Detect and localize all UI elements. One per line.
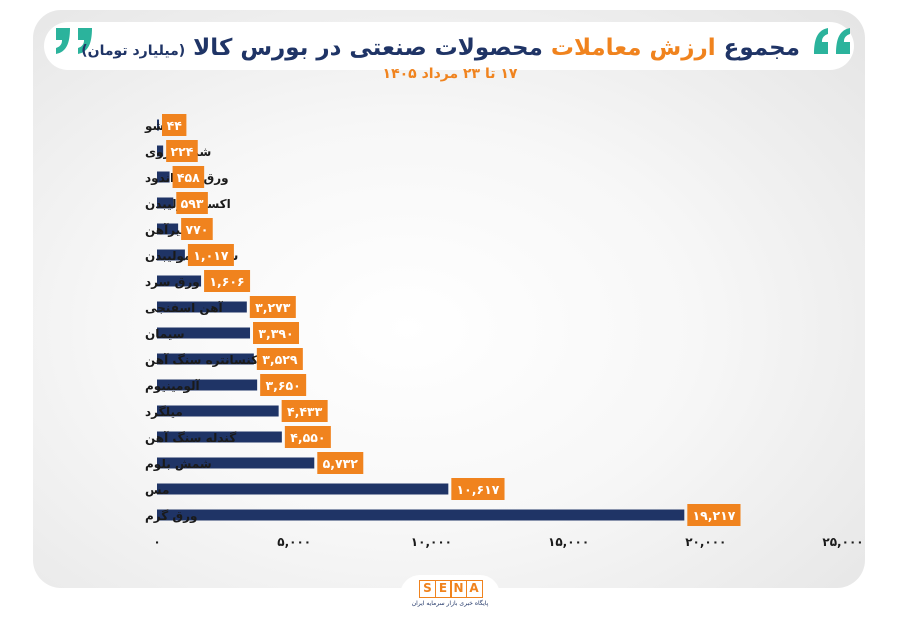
value-label-box	[253, 322, 300, 344]
bar	[157, 509, 685, 521]
value-label: ۲۲۴	[171, 144, 194, 159]
title-unit: (میلیارد تومان)	[81, 43, 186, 59]
value-label: ۱۰,۶۱۷	[456, 482, 499, 497]
bar	[157, 197, 174, 209]
category-label: ورق گرم	[145, 509, 198, 524]
value-label-box	[281, 400, 328, 422]
value-label-box	[256, 348, 303, 370]
category-label: سیمان	[145, 327, 185, 341]
bar	[157, 171, 170, 183]
value-label: ۱۹,۲۱۷	[692, 508, 735, 523]
value-label: ۵,۷۳۲	[323, 456, 359, 471]
value-label: ۳,۲۷۳	[255, 300, 291, 315]
bar	[157, 483, 449, 495]
title-banner	[44, 22, 854, 70]
logo-letter-s: S	[419, 580, 436, 598]
value-label-box	[166, 140, 198, 162]
value-label: ۴۴	[167, 118, 183, 133]
bar	[157, 353, 254, 365]
value-label: ۳,۵۲۹	[262, 352, 298, 367]
bar	[157, 327, 251, 339]
bar	[157, 275, 202, 287]
category-label: تیرآهن	[145, 222, 185, 237]
category-label: آهن اسفنجی	[145, 300, 224, 315]
category-label: ورق سرد	[145, 275, 200, 290]
value-label-box	[317, 452, 364, 474]
category-label: مس	[145, 483, 169, 497]
value-label: ۵۹۳	[181, 196, 204, 211]
value-label-box	[260, 374, 307, 396]
category-label: شمش بلوم	[145, 457, 212, 472]
value-label: ۴,۵۵۰	[290, 430, 325, 445]
logo-letter-e: E	[434, 580, 452, 598]
sena-logo: S E N A	[419, 580, 483, 598]
logo-letter-a: A	[465, 580, 483, 598]
title-rest: محصولات صنعتی در بورس کالا	[185, 35, 551, 61]
value-label-box	[172, 166, 205, 188]
value-label-box	[249, 296, 296, 318]
value-label: ۳,۶۵۰	[266, 378, 301, 393]
value-label-box	[687, 504, 741, 526]
bar	[157, 145, 164, 157]
value-label: ۱,۰۱۷	[193, 248, 229, 263]
value-label-box	[187, 244, 234, 266]
x-tick-label: ۱۵,۰۰۰	[548, 535, 589, 549]
value-label: ۴,۴۳۳	[287, 404, 323, 419]
category-label: کنسانتره سنگ آهن	[145, 352, 258, 367]
quote-open-icon	[814, 28, 850, 54]
title-main: مجموع	[715, 35, 800, 61]
value-label-box	[181, 218, 213, 240]
value-label-box	[162, 114, 187, 136]
chart-title: مجموع ارزش معاملات محصولات صنعتی در بورس…	[81, 28, 800, 68]
value-label: ۴۵۸	[177, 170, 200, 185]
logo-tagline: پایگاه خبری بازار سرمایه ایران	[411, 600, 489, 607]
value-label: ۷۷۰	[185, 222, 208, 237]
x-tick-label: ۱۰,۰۰۰	[411, 535, 452, 549]
category-label: آلومینیوم	[145, 378, 200, 394]
category-label: میلگرد	[145, 405, 183, 419]
x-tick-label: ۲۰,۰۰۰	[685, 535, 726, 549]
quote-close-icon	[56, 28, 92, 54]
value-label-box	[176, 192, 208, 214]
x-tick-label: ۲۵,۰۰۰	[822, 535, 863, 549]
x-tick-label: ۵,۰۰۰	[277, 535, 311, 549]
bar	[157, 457, 315, 469]
value-label: ۳,۳۹۰	[258, 326, 293, 341]
category-label: گندله سنگ آهن	[145, 430, 236, 445]
logo-letter-n: N	[450, 580, 467, 598]
bar	[157, 379, 258, 391]
value-label-box	[204, 270, 251, 292]
x-tick-label: ۰	[153, 535, 160, 549]
bar	[157, 249, 185, 261]
bar	[157, 301, 247, 313]
bar	[157, 405, 279, 417]
value-label-box	[451, 478, 505, 500]
bar	[157, 223, 179, 235]
chart-subtitle: ۱۷ تا ۲۳ مرداد ۱۴۰۵	[382, 66, 518, 82]
bar	[157, 431, 282, 443]
value-label-box	[284, 426, 331, 448]
title-accent: ارزش معاملات	[550, 35, 716, 61]
value-label: ۱,۶۰۶	[209, 274, 244, 289]
bar	[157, 119, 159, 131]
